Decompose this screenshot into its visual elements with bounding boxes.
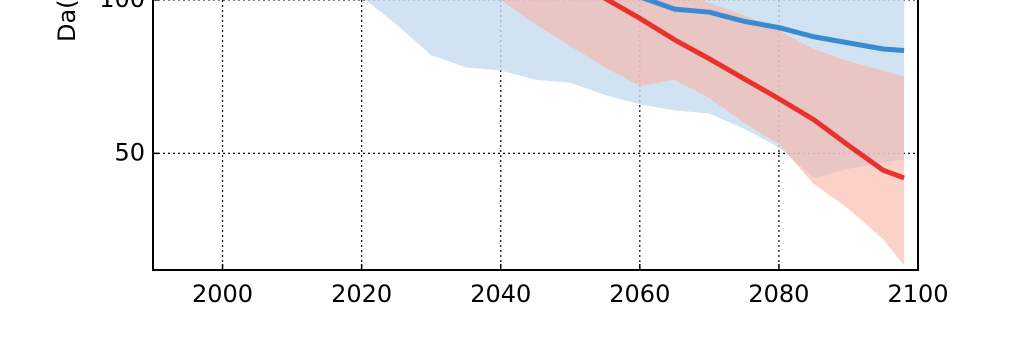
x-tick-label: 2040: [470, 280, 531, 308]
x-tick-label: 2100: [887, 280, 948, 308]
series-line: [641, 0, 905, 54]
y-tick-label: 100: [99, 0, 145, 13]
y-axis-label: Da(: [53, 0, 81, 42]
uncertainty-band: [500, 0, 905, 266]
y-tick-label: 50: [114, 138, 145, 166]
x-tick-label: 2020: [331, 280, 392, 308]
x-tick-label: 2060: [609, 280, 670, 308]
series-line: [602, 0, 905, 181]
axis-frame: [152, 0, 919, 271]
plot-area: [153, 0, 918, 270]
x-tick-label: 2000: [192, 280, 253, 308]
x-tick-label: 2080: [748, 280, 809, 308]
